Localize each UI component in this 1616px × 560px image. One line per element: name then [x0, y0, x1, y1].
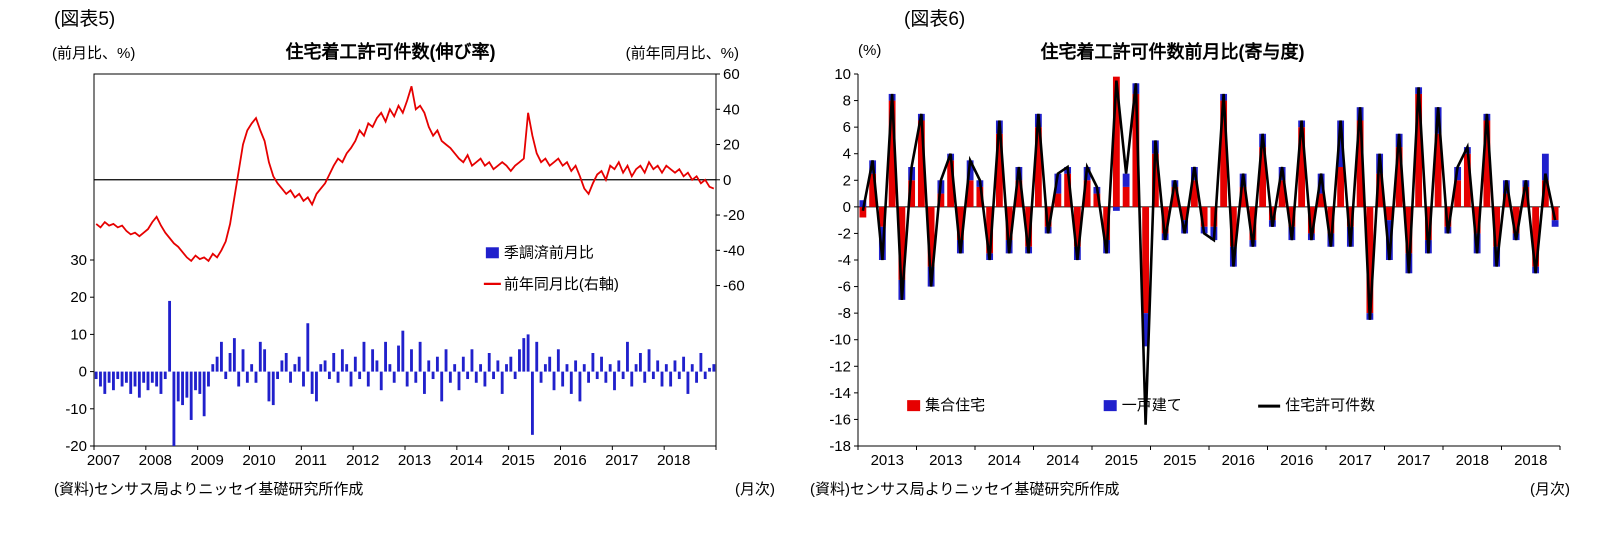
svg-text:0: 0: [843, 199, 851, 216]
svg-text:2013: 2013: [871, 452, 904, 469]
svg-text:-8: -8: [838, 305, 851, 322]
svg-text:-6: -6: [838, 279, 851, 296]
svg-text:60: 60: [723, 66, 740, 83]
fig5-mom-bars-series: [94, 300, 716, 446]
svg-text:-14: -14: [829, 385, 851, 402]
svg-text:40: 40: [723, 101, 740, 118]
fig6-chart-canvas: 10 8 6 4 2 0 -2 -4 -6 -8 -10 -12 -14 -16 -18 2013 2013 20…: [829, 66, 1561, 469]
svg-text:2013: 2013: [929, 452, 962, 469]
svg-text:20: 20: [723, 137, 740, 154]
svg-text:2007: 2007: [87, 452, 120, 469]
figure6-panel: (図表6) (%) 住宅着工許可件数前月比(寄与度) 10 8 6 4 2 0 -2 -4 -6…: [800, 4, 1585, 498]
svg-text:2015: 2015: [1105, 452, 1138, 469]
svg-text:2016: 2016: [553, 452, 586, 469]
svg-text:2008: 2008: [139, 452, 172, 469]
svg-text:2014: 2014: [450, 452, 483, 469]
svg-text:-20: -20: [65, 438, 87, 455]
svg-text:2013: 2013: [398, 452, 431, 469]
figure6-label: (図表6): [904, 9, 966, 30]
svg-text:-2: -2: [838, 225, 851, 242]
svg-text:-10: -10: [65, 401, 87, 418]
figure5-panel: (図表5) (前月比、%) 住宅着工許可件数(伸び率) (前年同月比、%) 30…: [38, 4, 783, 498]
fig5-right-axis-unit: (前年同月比、%): [625, 45, 739, 62]
svg-text:2010: 2010: [242, 452, 275, 469]
figure6-title: 住宅着工許可件数前月比(寄与度): [1040, 42, 1305, 62]
svg-text:-60: -60: [723, 278, 745, 295]
legend-swatch-multifamily: [907, 400, 921, 412]
svg-text:2017: 2017: [605, 452, 638, 469]
svg-text:-20: -20: [723, 207, 745, 224]
svg-text:10: 10: [834, 66, 851, 83]
legend-swatch-mom: [485, 247, 499, 259]
fig5-yoy-line-series: [95, 86, 715, 263]
svg-text:6: 6: [843, 119, 851, 136]
fig5-left-axis-unit: (前月比、%): [52, 45, 136, 62]
svg-text:2015: 2015: [501, 452, 534, 469]
svg-text:前年同月比(右軸): 前年同月比(右軸): [504, 276, 619, 293]
svg-text:-4: -4: [838, 252, 851, 269]
figure5-title: 住宅着工許可件数(伸び率): [285, 42, 496, 62]
svg-text:-12: -12: [829, 358, 851, 375]
svg-text:2015: 2015: [1163, 452, 1196, 469]
figure5-header: (前月比、%) 住宅着工許可件数(伸び率) (前年同月比、%): [38, 32, 783, 66]
svg-text:8: 8: [843, 93, 851, 110]
svg-text:0: 0: [79, 364, 87, 381]
fig6-y-axis-unit: (%): [858, 42, 882, 59]
svg-text:2014: 2014: [988, 452, 1021, 469]
figure6-footer: (資料)センサス局よりニッセイ基礎研究所作成 (月次): [800, 478, 1585, 498]
svg-text:2: 2: [843, 172, 851, 189]
svg-text:集合住宅: 集合住宅: [925, 397, 985, 414]
svg-text:一戸建て: 一戸建て: [1122, 397, 1182, 414]
fig6-legend: 集合住宅 一戸建て 住宅許可件数: [907, 397, 1375, 414]
svg-text:-16: -16: [829, 411, 851, 428]
figure5-label: (図表5): [54, 9, 116, 30]
legend-swatch-singlefamily: [1103, 400, 1117, 412]
svg-text:2017: 2017: [1397, 452, 1430, 469]
fig5-frequency-note: (月次): [735, 481, 775, 498]
figure6-header: (%) 住宅着工許可件数前月比(寄与度): [800, 32, 1585, 66]
svg-text:-40: -40: [723, 242, 745, 259]
svg-text:4: 4: [843, 146, 851, 163]
svg-text:2018: 2018: [657, 452, 690, 469]
svg-text:30: 30: [70, 252, 87, 269]
fig5-source-note: (資料)センサス局よりニッセイ基礎研究所作成: [54, 481, 364, 498]
svg-text:2012: 2012: [346, 452, 379, 469]
svg-text:2017: 2017: [1339, 452, 1372, 469]
svg-text:住宅許可件数: 住宅許可件数: [1285, 397, 1375, 414]
svg-text:2011: 2011: [295, 452, 327, 469]
figure5-footer: (資料)センサス局よりニッセイ基礎研究所作成 (月次): [38, 478, 783, 498]
svg-text:2009: 2009: [190, 452, 223, 469]
svg-text:2018: 2018: [1514, 452, 1547, 469]
svg-text:季調済前月比: 季調済前月比: [504, 244, 594, 261]
svg-text:0: 0: [723, 172, 731, 189]
svg-text:-10: -10: [829, 332, 851, 349]
fig6-source-note: (資料)センサス局よりニッセイ基礎研究所作成: [810, 481, 1120, 498]
svg-text:2016: 2016: [1280, 452, 1313, 469]
svg-text:10: 10: [70, 326, 87, 343]
fig6-frequency-note: (月次): [1530, 481, 1570, 498]
svg-text:2014: 2014: [1046, 452, 1079, 469]
svg-text:2016: 2016: [1222, 452, 1255, 469]
fig6-total-line-series: [861, 80, 1557, 425]
svg-text:-18: -18: [829, 438, 851, 455]
svg-text:2018: 2018: [1456, 452, 1489, 469]
svg-text:20: 20: [70, 289, 87, 306]
